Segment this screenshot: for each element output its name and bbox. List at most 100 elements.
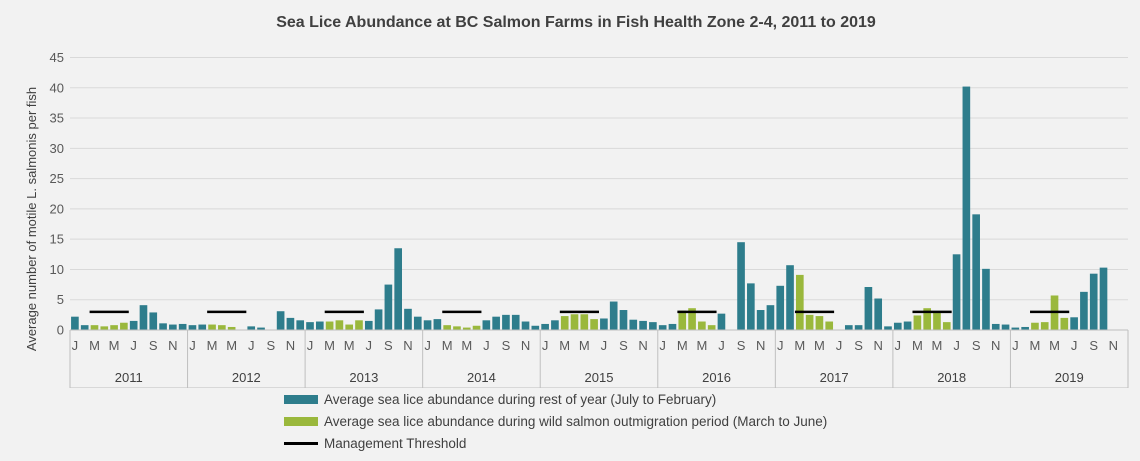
bar-rest-of-year: [1099, 267, 1108, 330]
bar-rest-of-year: [1089, 273, 1098, 330]
x-tick-label-month: J: [601, 338, 608, 353]
x-tick-label-month: S: [619, 338, 628, 353]
x-tick-label-year: 2013: [349, 370, 378, 385]
bar-rest-of-year: [384, 284, 393, 330]
x-tick-label-month: J: [189, 338, 196, 353]
bar-outmigration: [678, 310, 687, 330]
y-tick-label: 10: [50, 262, 64, 277]
bar-outmigration: [218, 325, 226, 330]
bar-rest-of-year: [844, 325, 853, 330]
x-tick-label-month: S: [149, 338, 158, 353]
x-tick-label-month: J: [659, 338, 666, 353]
bar-rest-of-year: [169, 324, 177, 330]
bar-rest-of-year: [649, 322, 657, 330]
x-tick-label-month: N: [403, 338, 412, 353]
bar-outmigration: [933, 312, 941, 330]
x-tick-label-month: J: [895, 338, 902, 353]
x-tick-label-month: N: [638, 338, 647, 353]
bar-rest-of-year: [482, 320, 491, 330]
y-tick-label: 30: [50, 141, 64, 156]
bar-rest-of-year: [972, 214, 980, 330]
bar-rest-of-year: [276, 311, 285, 330]
bar-rest-of-year: [962, 86, 971, 330]
bar-outmigration: [335, 320, 344, 330]
x-tick-label-month: M: [912, 338, 923, 353]
bar-outmigration: [90, 325, 99, 330]
bar-rest-of-year: [893, 322, 902, 330]
x-tick-label-month: M: [442, 338, 453, 353]
x-tick-label-month: M: [814, 338, 825, 353]
bar-rest-of-year: [600, 318, 608, 330]
bar-outmigration: [825, 321, 834, 330]
bar-outmigration: [560, 316, 569, 330]
bar-outmigration: [325, 321, 334, 330]
bar-outmigration: [815, 316, 824, 330]
y-tick-label: 15: [50, 232, 64, 247]
bar-rest-of-year: [159, 323, 167, 330]
legend-item-outmigration: Average sea lice abundance during wild s…: [284, 410, 827, 432]
x-tick-label-month: M: [344, 338, 355, 353]
bar-outmigration: [345, 324, 354, 330]
x-tick-label-month: J: [1012, 338, 1019, 353]
x-tick-label-year: 2015: [585, 370, 614, 385]
bar-rest-of-year: [531, 325, 540, 330]
chart-canvas: Sea Lice Abundance at BC Salmon Farms in…: [24, 14, 1129, 389]
x-tick-label-month: M: [559, 338, 570, 353]
bar-rest-of-year: [1001, 324, 1010, 330]
legend-item-threshold: Management Threshold: [284, 432, 827, 454]
x-tick-label-month: J: [1071, 338, 1078, 353]
x-tick-label-month: M: [932, 338, 943, 353]
legend-item-rest-of-year: Average sea lice abundance during rest o…: [284, 388, 827, 410]
bar-outmigration: [570, 314, 579, 330]
y-tick-label: 40: [50, 80, 64, 95]
x-tick-label-month: S: [266, 338, 275, 353]
x-tick-label-year: 2014: [467, 370, 496, 385]
legend: Average sea lice abundance during rest o…: [284, 388, 827, 454]
bar-rest-of-year: [639, 320, 647, 330]
bars: [71, 86, 1108, 330]
bar-rest-of-year: [737, 242, 745, 330]
x-tick-label-month: N: [873, 338, 882, 353]
x-tick-label-month: J: [718, 338, 725, 353]
x-tick-label-month: M: [579, 338, 590, 353]
y-tick-label: 25: [50, 171, 64, 186]
bar-rest-of-year: [1011, 327, 1020, 330]
x-tick-label-month: M: [1049, 338, 1060, 353]
bar-rest-of-year: [952, 254, 961, 330]
bar-rest-of-year: [286, 317, 295, 330]
x-tick-label-month: M: [1030, 338, 1041, 353]
y-tick-label: 35: [50, 111, 64, 126]
x-tick-label-month: S: [972, 338, 981, 353]
x-tick-label-month: M: [226, 338, 237, 353]
x-tick-label-month: S: [854, 338, 863, 353]
x-tick-label-month: N: [168, 338, 177, 353]
bar-outmigration: [100, 326, 109, 330]
y-tick-label: 5: [57, 292, 64, 307]
bar-rest-of-year: [874, 298, 883, 330]
x-tick-label-month: S: [737, 338, 746, 353]
chart-title: Sea Lice Abundance at BC Salmon Farms in…: [276, 14, 876, 31]
bar-outmigration: [942, 322, 951, 330]
x-tick-label-month: J: [130, 338, 137, 353]
bar-rest-of-year: [178, 323, 187, 330]
y-axis-ticks: 0 5 10 15 20 25 30 35 40 45: [50, 50, 64, 338]
x-tick-label-month: M: [89, 338, 100, 353]
x-tick-label-month: M: [207, 338, 218, 353]
bar-rest-of-year: [247, 326, 256, 330]
bar-rest-of-year: [433, 319, 442, 330]
bar-outmigration: [462, 327, 471, 330]
x-tick-label-month: S: [1089, 338, 1098, 353]
bar-outmigration: [923, 308, 931, 330]
x-tick-label-month: M: [461, 338, 472, 353]
bar-rest-of-year: [423, 320, 432, 330]
bar-rest-of-year: [854, 325, 863, 330]
y-tick-label: 45: [50, 50, 64, 65]
legend-swatch-rest-of-year: [284, 394, 318, 404]
bar-rest-of-year: [511, 314, 520, 330]
bar-rest-of-year: [492, 316, 500, 330]
bar-outmigration: [698, 321, 706, 330]
x-tick-label-year: 2017: [820, 370, 849, 385]
bar-outmigration: [913, 315, 922, 330]
bar-outmigration: [590, 319, 598, 330]
